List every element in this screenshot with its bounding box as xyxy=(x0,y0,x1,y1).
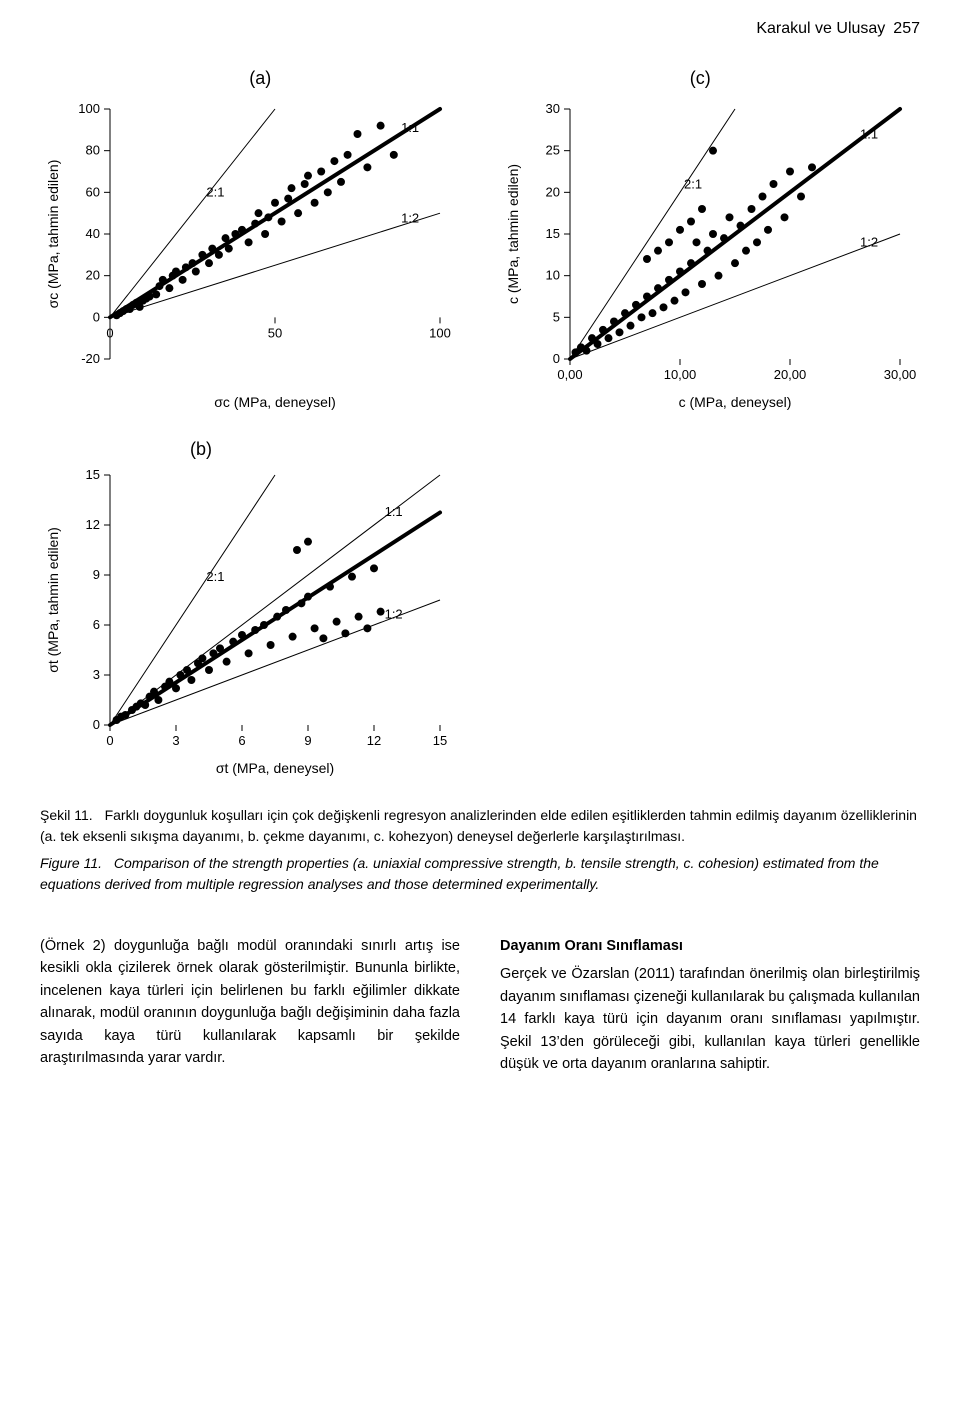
chart-b-svg: 0 3 6 9 12 15 0 3 6 9 12 15 2:1 1:1 1:2 σt (MPa, deneys… xyxy=(40,465,460,785)
svg-text:9: 9 xyxy=(93,567,100,582)
svg-text:50: 50 xyxy=(268,325,282,340)
svg-text:0: 0 xyxy=(106,733,113,748)
header-pagenum: 257 xyxy=(893,20,920,38)
svg-text:0: 0 xyxy=(553,351,560,366)
svg-text:5: 5 xyxy=(553,309,560,324)
svg-text:1:1: 1:1 xyxy=(385,504,403,519)
body-right-text: Gerçek ve Özarslan (2011) tarafından öne… xyxy=(500,966,920,1072)
panel-label-a: (a) xyxy=(249,68,271,89)
fig-label-tr: Şekil 11. xyxy=(40,807,93,823)
svg-text:2:1: 2:1 xyxy=(206,185,224,200)
svg-text:σt (MPa, deneysel): σt (MPa, deneysel) xyxy=(216,760,334,776)
svg-text:12: 12 xyxy=(86,517,100,532)
svg-text:12: 12 xyxy=(367,733,381,748)
chart-c: 0,0010,0020,0030,000510152025302:11:11:2… xyxy=(500,99,920,419)
svg-text:0: 0 xyxy=(106,325,113,340)
svg-text:1:2: 1:2 xyxy=(860,235,878,250)
svg-text:20: 20 xyxy=(86,268,100,283)
svg-text:2:1: 2:1 xyxy=(206,569,224,584)
fig-label-en: Figure 11. xyxy=(40,855,102,871)
fig-body-en: Comparison of the strength properties (a… xyxy=(40,855,879,892)
svg-text:100: 100 xyxy=(429,325,451,340)
svg-text:10,00: 10,00 xyxy=(664,367,697,382)
svg-text:15: 15 xyxy=(86,467,100,482)
svg-text:σc (MPa, tahmin edilen): σc (MPa, tahmin edilen) xyxy=(45,160,61,309)
body-col-right: Dayanım Oranı Sınıflaması Gerçek ve Özar… xyxy=(500,935,920,1076)
header-title: Karakul ve Ulusay xyxy=(756,20,885,38)
chart-a-svg: 050100-200204060801002:11:11:2σc (MPa, d… xyxy=(40,99,460,419)
svg-text:σc (MPa, deneysel): σc (MPa, deneysel) xyxy=(214,394,335,410)
panel-labels-row-top: (a) (c) xyxy=(40,68,920,89)
figure-caption-tr: Şekil 11. Farklı doygunluk koşulları içi… xyxy=(40,805,920,847)
panel-label-c: (c) xyxy=(690,68,711,89)
chart-b: 0 3 6 9 12 15 0 3 6 9 12 15 2:1 1:1 1:2 σt (MPa, deneys… xyxy=(40,465,920,785)
svg-text:3: 3 xyxy=(93,667,100,682)
svg-text:100: 100 xyxy=(78,101,100,116)
svg-text:60: 60 xyxy=(86,184,100,199)
charts-top-row: 050100-200204060801002:11:11:2σc (MPa, d… xyxy=(40,99,920,419)
svg-text:c (MPa, deneysel): c (MPa, deneysel) xyxy=(679,394,792,410)
svg-text:1:2: 1:2 xyxy=(401,211,419,226)
svg-text:30,00: 30,00 xyxy=(884,367,917,382)
body-right-heading: Dayanım Oranı Sınıflaması xyxy=(500,935,920,957)
running-header: Karakul ve Ulusay 257 xyxy=(40,20,920,38)
fig-body-tr: Farklı doygunluk koşulları için çok deği… xyxy=(40,807,917,844)
chart-a: 050100-200204060801002:11:11:2σc (MPa, d… xyxy=(40,99,460,419)
panel-label-b: (b) xyxy=(190,439,212,459)
svg-text:40: 40 xyxy=(86,226,100,241)
svg-text:20,00: 20,00 xyxy=(774,367,807,382)
body-columns: (Örnek 2) doygunluğa bağlı modül oranınd… xyxy=(40,935,920,1076)
svg-text:10: 10 xyxy=(546,268,560,283)
svg-text:25: 25 xyxy=(546,143,560,158)
svg-text:9: 9 xyxy=(304,733,311,748)
svg-text:0: 0 xyxy=(93,717,100,732)
svg-text:6: 6 xyxy=(238,733,245,748)
page: Karakul ve Ulusay 257 (a) (c) 050100-200… xyxy=(0,0,960,1420)
svg-text:80: 80 xyxy=(86,143,100,158)
svg-text:0: 0 xyxy=(93,309,100,324)
svg-text:-20: -20 xyxy=(81,351,100,366)
svg-text:σt (MPa, tahmin edilen): σt (MPa, tahmin edilen) xyxy=(45,527,61,673)
svg-text:15: 15 xyxy=(433,733,447,748)
svg-text:1:2: 1:2 xyxy=(385,607,403,622)
body-col-left: (Örnek 2) doygunluğa bağlı modül oranınd… xyxy=(40,935,460,1076)
panel-label-b-row: (b) xyxy=(190,439,920,460)
svg-text:30: 30 xyxy=(546,101,560,116)
svg-text:c (MPa, tahmin edilen): c (MPa, tahmin edilen) xyxy=(505,164,521,304)
svg-text:6: 6 xyxy=(93,617,100,632)
svg-text:0,00: 0,00 xyxy=(557,367,582,382)
svg-text:2:1: 2:1 xyxy=(684,176,702,191)
chart-c-svg: 0,0010,0020,0030,000510152025302:11:11:2… xyxy=(500,99,920,419)
body-left-text: (Örnek 2) doygunluğa bağlı modül oranınd… xyxy=(40,938,460,1066)
svg-text:3: 3 xyxy=(172,733,179,748)
figure-caption-en: Figure 11. Comparison of the strength pr… xyxy=(40,853,920,895)
svg-text:15: 15 xyxy=(546,226,560,241)
svg-text:20: 20 xyxy=(546,184,560,199)
